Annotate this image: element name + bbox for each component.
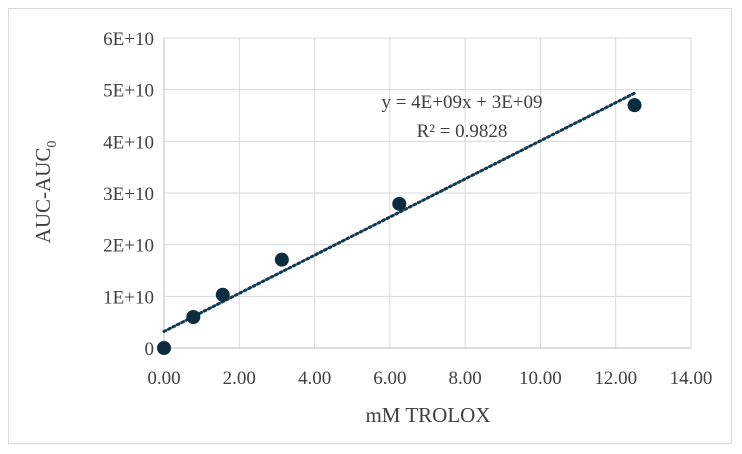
y-axis-title-main: AUC-AUC: [31, 148, 55, 244]
data-point: [627, 98, 642, 113]
data-point: [274, 252, 289, 267]
trendline-group: [162, 91, 637, 333]
y-axis-title: AUC-AUC0: [31, 141, 60, 244]
tick-labels: 0.00 2.00 4.00 6.00 8.00 10.00 12.00 14.00 0 1E+1…: [103, 29, 712, 389]
y-tick-label: 4E+10: [103, 132, 154, 153]
data-point: [157, 341, 171, 355]
x-tick-label: 12.00: [594, 368, 637, 389]
x-tick-label: 6.00: [373, 368, 406, 389]
r-squared-label: R² = 0.9828: [417, 121, 508, 142]
x-tick-label: 0.00: [147, 368, 180, 389]
y-tick-label: 1E+10: [103, 287, 154, 308]
axes: [163, 38, 691, 349]
x-tick-label: 8.00: [449, 368, 482, 389]
trendline-equation: y = 4E+09x + 3E+09: [381, 92, 542, 113]
x-tick-label: 10.00: [519, 368, 562, 389]
y-tick-label: 2E+10: [103, 236, 154, 257]
x-axis-title: mM TROLOX: [365, 403, 490, 427]
x-tick-label: 2.00: [223, 368, 256, 389]
y-tick-label: 0: [145, 339, 155, 360]
data-point: [392, 196, 407, 211]
y-tick-label: 6E+10: [103, 29, 154, 50]
x-tick-label: 4.00: [298, 368, 331, 389]
y-tick-label: 3E+10: [103, 184, 154, 205]
data-point: [186, 310, 201, 324]
trendline: [162, 91, 637, 333]
x-tick-label: 14.00: [670, 368, 713, 389]
gridlines: [164, 37, 692, 348]
data-point: [215, 287, 230, 302]
y-tick-label: 5E+10: [103, 81, 154, 102]
y-axis-title-subscript: 0: [45, 141, 60, 148]
data-points: [157, 98, 642, 355]
